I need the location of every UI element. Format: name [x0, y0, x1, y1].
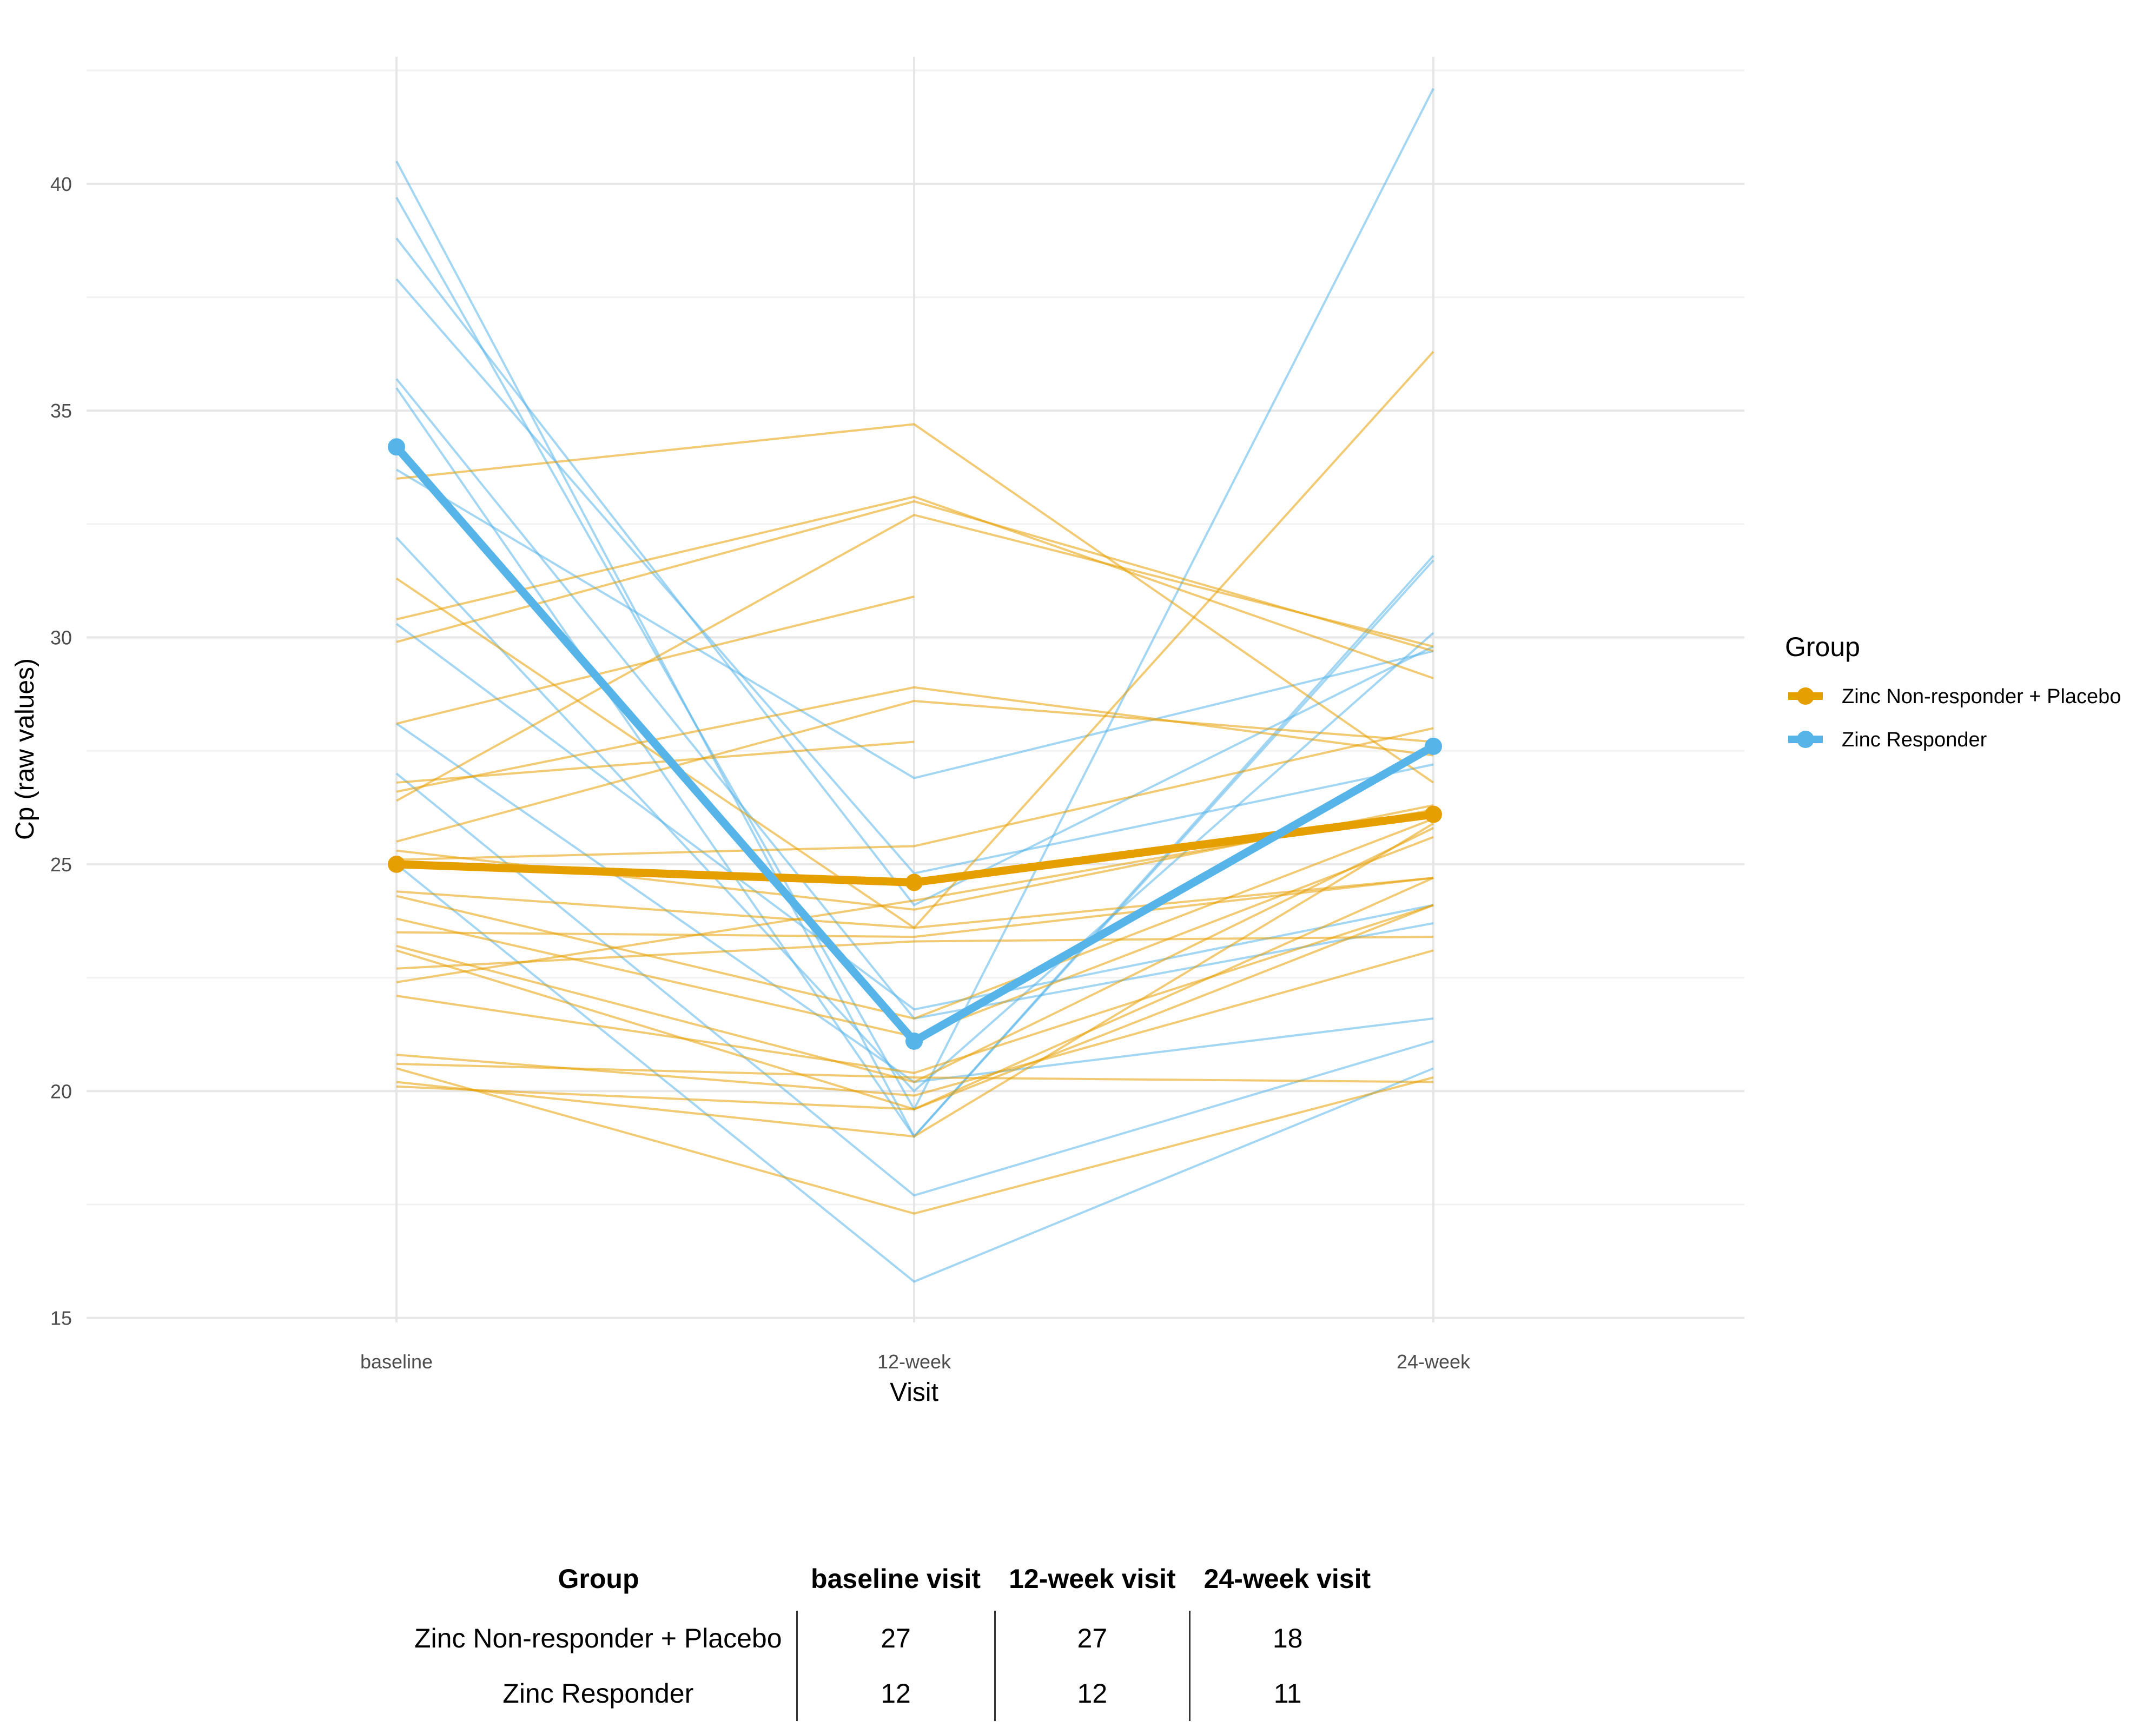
nonresponder-subject-line	[396, 740, 915, 784]
table-cell-12-week: 12	[994, 1666, 1190, 1721]
nonresponder-subject-line	[396, 877, 1434, 929]
y-axis-ticks: 15 20 25 30 35 40	[50, 173, 72, 1329]
y-tick-label: 20	[50, 1080, 72, 1102]
legend-label-nonresponder: Zinc Non-responder + Placebo	[1842, 685, 2121, 708]
nonresponder-subject-line	[396, 827, 1434, 1083]
y-tick-label: 30	[50, 627, 72, 649]
responder-mean-point	[1425, 737, 1442, 755]
responder-subject-line	[395, 278, 1434, 875]
x-tick-label: 24-week	[1397, 1351, 1471, 1373]
individual-lines	[395, 88, 1434, 1283]
legend-item-nonresponder: Zinc Non-responder + Placebo	[1788, 685, 2121, 708]
x-tick-label: baseline	[360, 1351, 433, 1373]
legend-label-responder: Zinc Responder	[1842, 729, 1987, 751]
nonresponder-subject-line	[396, 818, 1434, 1020]
y-tick-label: 25	[50, 853, 72, 876]
nonresponder-subject-line	[396, 822, 1434, 1138]
table-header-12-week: 12-week visit	[1009, 1564, 1176, 1594]
x-axis-title: Visit	[890, 1378, 938, 1407]
table-row: Zinc Responder 12 12 11	[400, 1666, 1385, 1721]
nonresponder-subject-line	[396, 877, 1434, 938]
table-header-group: Group	[558, 1564, 639, 1594]
nonresponder-subject-line	[396, 699, 1434, 843]
responder-mean-point	[388, 438, 405, 456]
nonresponder-subject-line	[396, 936, 1434, 970]
nonresponder-subject-line	[396, 423, 1434, 784]
nonresponder-subject-line	[396, 727, 1434, 861]
nonresponder-subject-line	[396, 686, 1434, 793]
table-cell-24-week: 11	[1189, 1666, 1385, 1721]
table-cell-baseline: 27	[796, 1611, 995, 1666]
responder-subject-line	[395, 772, 1434, 1197]
table-cell-baseline: 12	[796, 1666, 995, 1721]
responder-subject-line	[395, 468, 1434, 779]
y-tick-label: 40	[50, 173, 72, 195]
responder-mean-point	[905, 1033, 923, 1050]
mean-lines	[388, 438, 1442, 1050]
minor-gridlines	[87, 69, 1744, 1206]
y-tick-label: 35	[50, 400, 72, 422]
nonresponder-subject-line	[396, 513, 1434, 802]
nonresponder-mean-point	[1425, 805, 1442, 823]
responder-subject-line	[395, 623, 1434, 1011]
nonresponder-subject-line	[396, 1062, 1434, 1083]
y-tick-label: 15	[50, 1307, 72, 1329]
table-cell-group: Zinc Non-responder + Placebo	[414, 1623, 782, 1653]
x-tick-label: 12-week	[877, 1351, 951, 1373]
y-axis-title: Cp (raw values)	[11, 658, 39, 840]
table-header-baseline: baseline visit	[811, 1564, 981, 1594]
nonresponder-mean-point	[388, 855, 405, 873]
table-header-row: Group baseline visit 12-week visit 24-we…	[400, 1558, 1385, 1611]
table-cell-group: Zinc Responder	[502, 1678, 694, 1709]
nonresponder-subject-line	[396, 495, 1434, 679]
nonresponder-subject-line	[396, 904, 1434, 1074]
legend-item-responder: Zinc Responder	[1788, 729, 1987, 751]
legend-key-responder-dot	[1797, 731, 1814, 748]
nonresponder-mean-point	[905, 874, 923, 891]
nonresponder-subject-line	[396, 877, 1434, 1110]
table-cell-24-week: 18	[1189, 1611, 1385, 1666]
major-gridlines	[87, 57, 1744, 1322]
table-header-24-week: 24-week visit	[1203, 1564, 1371, 1594]
legend: Group Zinc Non-responder + Placebo Zinc …	[1785, 632, 2121, 751]
legend-key-nonresponder-dot	[1797, 687, 1814, 705]
cp-line-chart: 15 20 25 30 35 40 baseline 12-week 24-week Visi…	[11, 57, 2121, 1407]
nonresponder-subject-line	[396, 595, 915, 725]
responder-subject-line	[395, 537, 1434, 1093]
nonresponder-subject-line	[396, 500, 1434, 652]
visit-count-table: Group baseline visit 12-week visit 24-we…	[400, 1558, 1385, 1721]
legend-title: Group	[1785, 632, 1860, 662]
nonresponder-subject-line	[396, 1067, 1434, 1215]
table-cell-12-week: 27	[994, 1611, 1190, 1666]
x-axis-ticks: baseline 12-week 24-week	[360, 1351, 1471, 1373]
table-row: Zinc Non-responder + Placebo 27 27 18	[400, 1611, 1385, 1666]
